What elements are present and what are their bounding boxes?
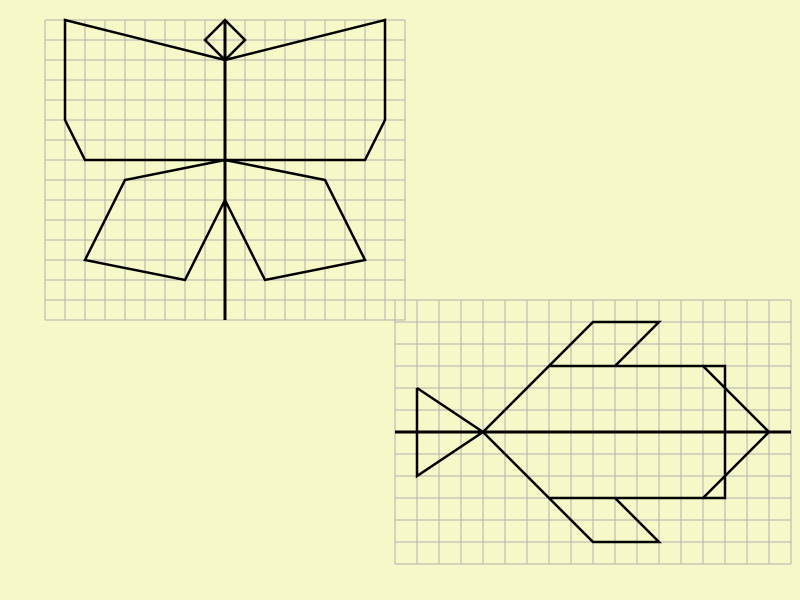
diagram-canvas [0,0,800,600]
